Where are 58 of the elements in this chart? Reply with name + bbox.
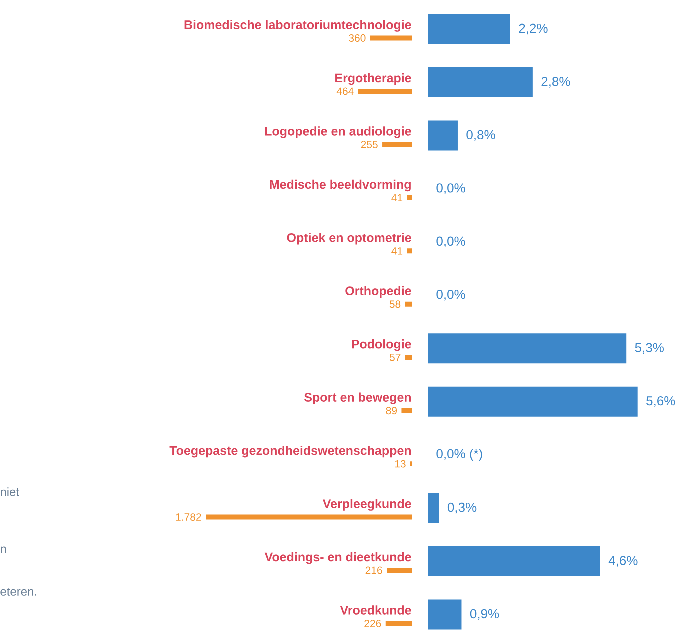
data-label: 464 xyxy=(336,88,354,96)
y-tick-label: Medische beeldvorming xyxy=(270,180,411,192)
bar xyxy=(428,120,458,151)
data-label: 226 xyxy=(364,620,382,628)
data-label: 0,0% (*) xyxy=(436,449,482,462)
y-tick-label: Logopedie en audiologie xyxy=(265,126,412,138)
data-label: 216 xyxy=(366,566,382,574)
bar xyxy=(405,302,412,307)
bar xyxy=(407,195,412,200)
data-label: 2,2% xyxy=(519,24,548,35)
bar xyxy=(428,67,533,98)
data-label: 5,6% xyxy=(646,396,676,408)
bar xyxy=(407,248,412,254)
data-label: 0,9% xyxy=(470,609,500,620)
data-label: 360 xyxy=(349,34,366,42)
bar xyxy=(386,621,412,626)
text: niet xyxy=(1,488,20,496)
data-label: 58 xyxy=(390,300,401,308)
bar xyxy=(405,355,412,360)
y-tick-label: Orthopedie xyxy=(346,286,412,298)
y-tick-label: Podologie xyxy=(352,340,412,352)
bar xyxy=(428,334,627,364)
bar xyxy=(358,88,412,94)
data-label: 5,3% xyxy=(635,343,664,354)
bar xyxy=(428,14,510,44)
data-label: 0,0% xyxy=(436,236,466,248)
y-tick-label: Toegepaste gezondheidswetenschappen xyxy=(170,446,412,458)
data-label: 2,8% xyxy=(542,77,570,88)
bar xyxy=(428,600,462,630)
bar xyxy=(206,514,412,520)
data-label: 4,6% xyxy=(608,556,638,567)
data-label: 255 xyxy=(361,141,378,148)
y-tick-label: Verpleegkunde xyxy=(322,499,412,511)
bar xyxy=(370,36,412,41)
y-tick-label: Sport en bewegen xyxy=(304,392,412,404)
data-label: 0,8% xyxy=(466,130,496,142)
y-tick-label: Vroedkunde xyxy=(340,606,412,615)
y-tick-label: Voedings- en dieetkunde xyxy=(264,552,412,564)
data-label: 13 xyxy=(395,460,406,468)
bar xyxy=(428,493,440,524)
text: eteren. xyxy=(0,588,36,596)
y-tick-label: Ergotherapie xyxy=(336,73,412,86)
data-label: 57 xyxy=(390,354,401,362)
bar xyxy=(402,408,412,414)
bar xyxy=(428,386,638,417)
data-label: 41 xyxy=(392,248,403,255)
text: n xyxy=(1,546,6,554)
data-label: 0,3% xyxy=(448,502,477,514)
y-tick-label: Optiek en optometrie xyxy=(287,233,412,245)
data-label: 0,0% xyxy=(436,290,466,301)
data-label: 89 xyxy=(386,407,398,415)
y-tick-label: Biomedische laboratoriumtechnologie xyxy=(184,20,412,32)
bar xyxy=(428,546,600,577)
data-label: 41 xyxy=(392,194,403,202)
bar xyxy=(387,568,412,574)
bar xyxy=(382,142,412,148)
data-label: 1.782 xyxy=(176,514,202,522)
data-label: 0,0% xyxy=(436,184,466,194)
